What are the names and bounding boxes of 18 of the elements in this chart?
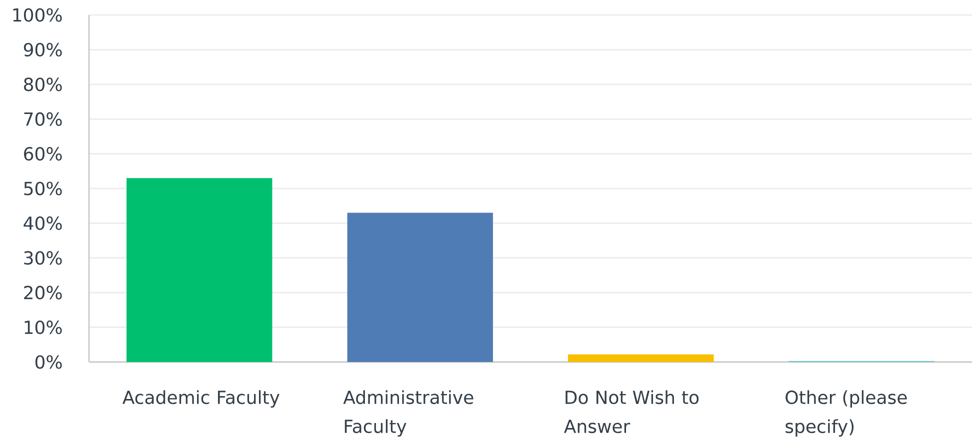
y-tick-label: 10% <box>24 320 62 334</box>
x-tick-label: Other (please specify) <box>786 390 907 437</box>
y-tick-label: 0% <box>35 355 62 369</box>
bar <box>126 178 272 362</box>
y-tick-label: 50% <box>24 182 62 196</box>
y-tick-label: 30% <box>24 251 62 265</box>
x-tick-label: Administrative Faculty <box>343 390 474 437</box>
y-tick-label: 40% <box>24 216 62 230</box>
y-tick-label: 70% <box>24 112 62 126</box>
y-tick-label: 20% <box>24 286 62 300</box>
bar <box>568 354 714 362</box>
y-tick-label: 80% <box>24 78 62 92</box>
y-tick-label: 100% <box>13 8 62 22</box>
x-tick-label: Academic Faculty <box>122 390 280 408</box>
y-tick-label: 60% <box>24 146 62 161</box>
bar <box>347 212 493 362</box>
y-tick-label: 90% <box>24 42 62 57</box>
x-tick-label: Do Not Wish to Answer <box>564 390 699 434</box>
